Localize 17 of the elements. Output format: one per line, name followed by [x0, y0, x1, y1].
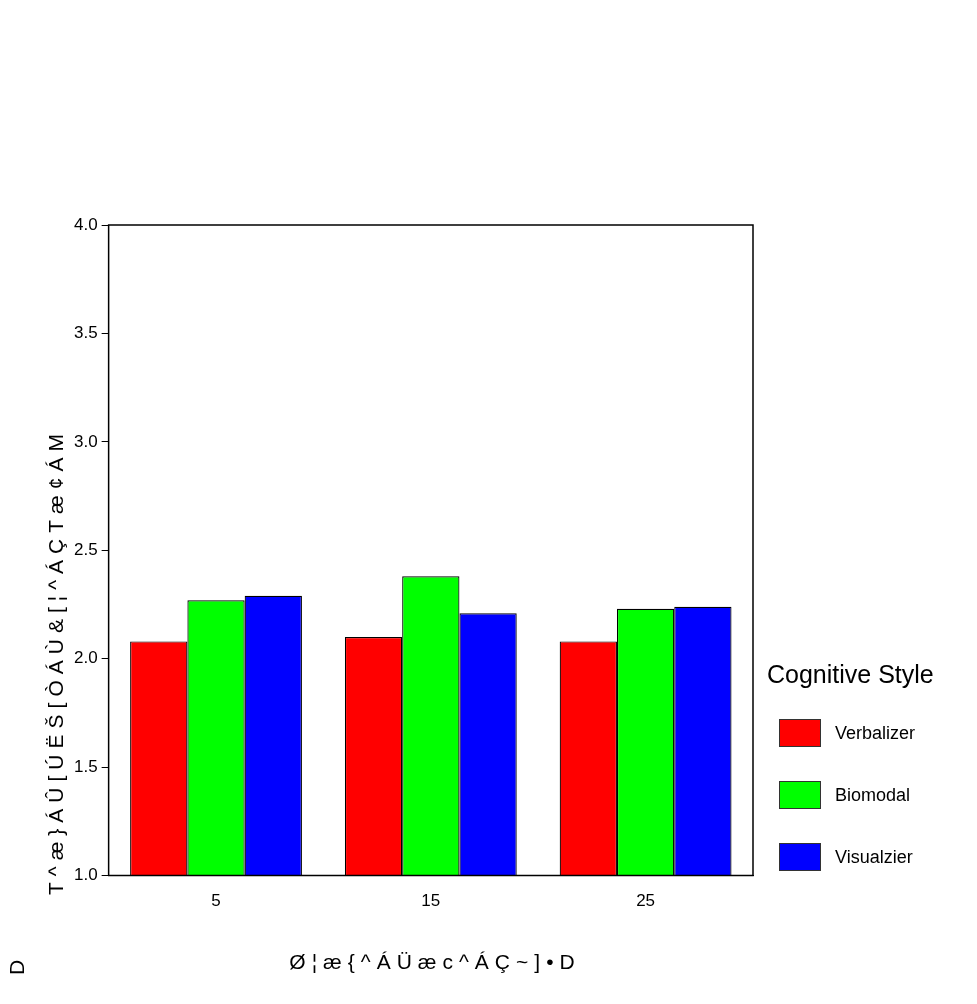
- y-axis-title: T^æ}ÁÛ[ÚËŠ[ÒÁÙ&[¦^ÁÇTæ¢ÁM: [44, 428, 68, 895]
- legend-label: Visualzier: [835, 846, 913, 868]
- y-tick-label: 1.5: [73, 756, 98, 776]
- legend-label: Verbalizer: [835, 722, 916, 744]
- x-tick-label: 15: [421, 891, 441, 911]
- legend-label: Biomodal: [835, 784, 911, 806]
- y-tick-label: 4.0: [73, 214, 98, 234]
- y-tick-label: 2.0: [73, 648, 98, 668]
- x-tick-label: 5: [211, 891, 221, 911]
- y-tick-label: 2.5: [73, 539, 98, 559]
- y-tick-label: 1.0: [73, 865, 98, 885]
- text: D: [5, 959, 29, 975]
- x-tick-label: 25: [636, 891, 656, 911]
- legend-title: Cognitive Style: [767, 660, 934, 689]
- y-tick-label: 3.0: [73, 431, 98, 451]
- x-axis-title: Ø¦æ{^ÁÜæc^ÁÇ~]•D: [289, 950, 581, 973]
- y-tick-label: 3.5: [73, 323, 98, 343]
